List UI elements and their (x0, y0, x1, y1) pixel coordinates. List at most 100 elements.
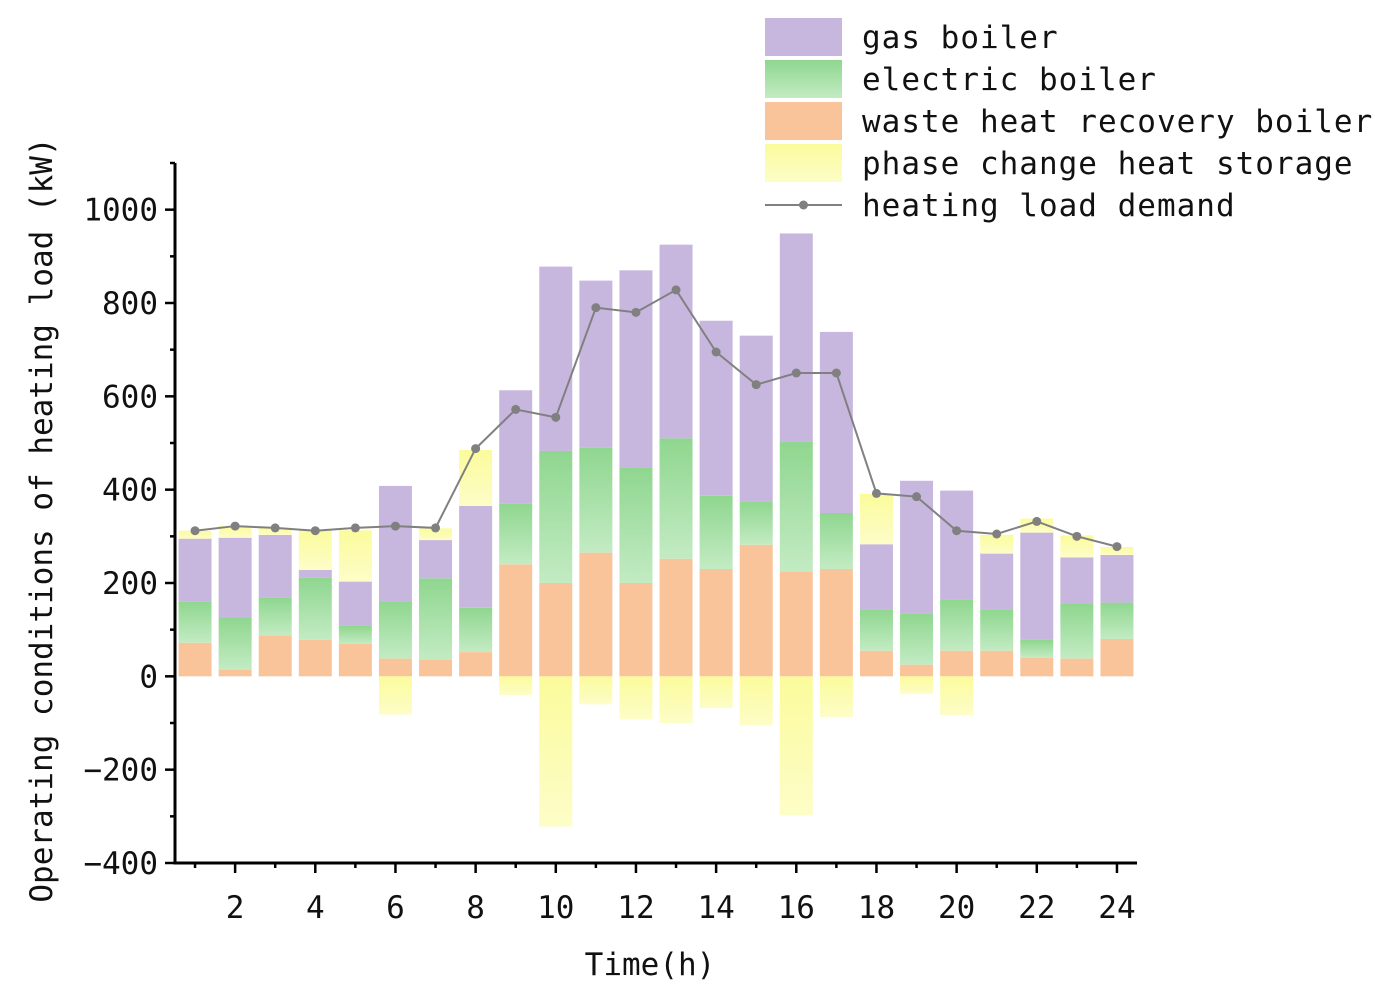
x-tick-label: 4 (306, 890, 325, 926)
demand-point (190, 526, 200, 536)
electric-bar (699, 495, 733, 569)
gas-bar (378, 485, 412, 602)
legend-label: phase change heat storage (862, 146, 1354, 182)
electric-bar (819, 513, 853, 569)
demand-point (871, 488, 881, 498)
waste-bar (819, 569, 853, 677)
legend-swatch-electric (765, 60, 842, 98)
gas-bar (900, 480, 934, 614)
gas-bar (1020, 532, 1054, 640)
legend-label: heating load demand (862, 188, 1236, 224)
x-axis-title: Time(h) (585, 947, 716, 983)
storage-bar (699, 676, 733, 709)
demand-point (831, 368, 841, 378)
storage-bar (779, 676, 813, 816)
legend-label: waste heat recovery boiler (862, 104, 1373, 140)
electric-bar (579, 447, 613, 553)
y-tick-label: 400 (102, 473, 158, 509)
electric-bar (459, 607, 493, 653)
waste-bar (739, 544, 773, 677)
gas-bar (940, 490, 974, 600)
demand-point (1072, 531, 1082, 541)
waste-bar (619, 583, 653, 677)
y-tick-label: 800 (102, 286, 158, 322)
demand-point (390, 521, 400, 531)
electric-bar (659, 438, 693, 559)
storage-bar (859, 493, 893, 545)
demand-point (431, 523, 441, 533)
gas-bar (258, 534, 292, 598)
demand-point (471, 444, 481, 454)
waste-bar (779, 571, 813, 677)
electric-bar (218, 618, 252, 670)
electric-bar (258, 597, 292, 636)
legend-swatch-gas (765, 18, 842, 56)
gas-bar (338, 581, 372, 626)
demand-point (671, 285, 681, 295)
legend-swatch-waste (765, 102, 842, 140)
storage-bar (940, 676, 974, 716)
waste-bar (218, 669, 252, 677)
legend-swatch-demand-marker (799, 200, 808, 210)
legend-swatch-storage (765, 144, 842, 182)
demand-point (310, 526, 320, 536)
y-axis-title: Operating conditions of heating load (kW… (24, 137, 60, 902)
demand-point (350, 523, 360, 533)
x-tick-label: 22 (1018, 890, 1055, 926)
waste-bar (378, 658, 412, 677)
electric-bar (298, 577, 332, 640)
waste-bar (980, 650, 1014, 677)
legend-label: electric boiler (862, 62, 1157, 98)
electric-bar (619, 467, 653, 583)
demand-point (230, 521, 240, 531)
storage-bar (419, 528, 453, 541)
demand-point (751, 380, 761, 390)
waste-bar (419, 660, 453, 677)
storage-bar (900, 676, 934, 695)
electric-bar (178, 601, 212, 643)
electric-bar (539, 450, 573, 583)
y-tick-label: 200 (102, 566, 158, 602)
storage-bar (579, 676, 613, 705)
demand-point (912, 492, 922, 502)
demand-point (511, 404, 521, 414)
legend-label: gas boiler (862, 20, 1059, 56)
storage-bar (459, 450, 493, 506)
demand-point (270, 523, 280, 533)
waste-bar (659, 558, 693, 677)
gas-bar (859, 544, 893, 610)
demand-point (551, 412, 561, 422)
waste-bar (940, 650, 974, 677)
electric-bar (419, 578, 453, 660)
waste-bar (338, 643, 372, 677)
demand-point (591, 303, 601, 313)
electric-bar (1100, 602, 1134, 639)
electric-bar (779, 441, 813, 572)
demand-point (791, 368, 801, 378)
electric-bar (499, 503, 533, 565)
storage-bar (739, 676, 773, 726)
electric-bar (980, 609, 1014, 651)
waste-bar (178, 642, 212, 677)
x-tick-label: 24 (1098, 890, 1135, 926)
electric-bar (1060, 604, 1094, 659)
waste-bar (499, 564, 533, 677)
gas-bar (619, 270, 653, 468)
x-tick-label: 16 (778, 890, 815, 926)
x-tick-label: 12 (617, 890, 654, 926)
waste-bar (258, 635, 292, 677)
gas-bar (419, 540, 453, 579)
x-tick-label: 18 (858, 890, 895, 926)
y-tick-label: 600 (102, 379, 158, 415)
electric-bar (940, 599, 974, 651)
waste-bar (459, 652, 493, 677)
electric-bar (1020, 639, 1054, 658)
demand-point (1032, 516, 1042, 526)
waste-bar (699, 569, 733, 677)
waste-bar (298, 639, 332, 677)
storage-bar (499, 676, 533, 695)
storage-bar (338, 530, 372, 582)
electric-bar (378, 601, 412, 659)
